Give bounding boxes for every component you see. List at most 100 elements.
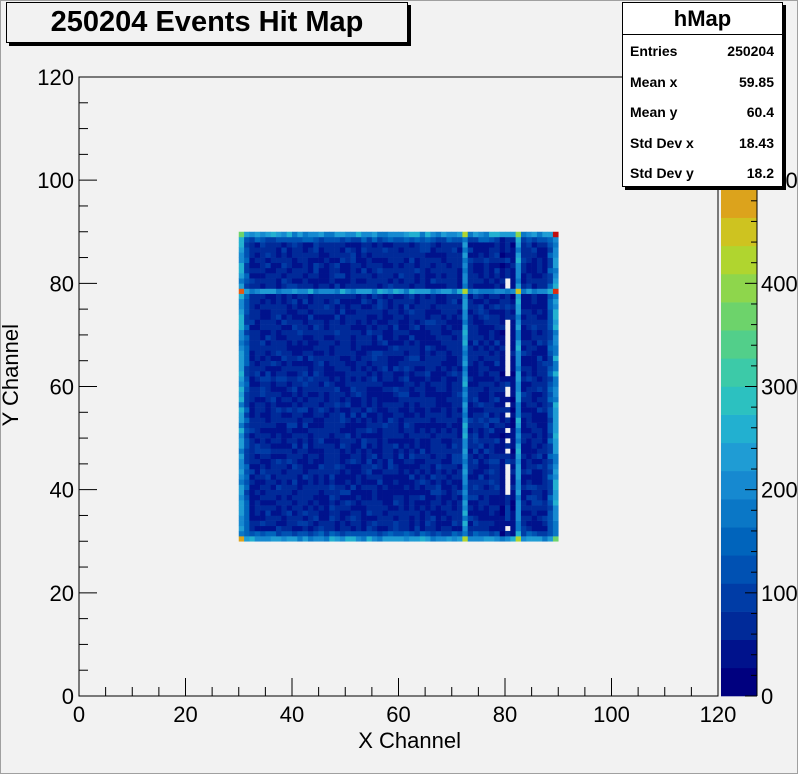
heatmap-bin <box>297 489 303 496</box>
palette-segment <box>721 189 757 218</box>
heatmap-bin <box>276 463 282 470</box>
heatmap-bin <box>409 489 415 496</box>
heatmap-bin <box>430 324 437 331</box>
heatmap-bin <box>276 510 282 516</box>
palette-segment <box>721 442 757 472</box>
heatmap-bin <box>323 334 330 341</box>
heatmap-bin <box>473 432 479 439</box>
heatmap-bin <box>254 242 261 248</box>
heatmap-bin <box>515 499 522 506</box>
heatmap-bin <box>270 236 277 243</box>
heatmap-bin <box>249 247 256 253</box>
heatmap-bin <box>371 412 378 418</box>
heatmap-bin <box>238 334 245 341</box>
heatmap-bin <box>494 273 500 279</box>
heatmap-bin <box>297 448 303 454</box>
heatmap-bin <box>505 407 511 413</box>
heatmap-bin <box>387 499 394 506</box>
heatmap-bin <box>292 247 298 253</box>
heatmap-bin <box>536 536 543 542</box>
heatmap-bin <box>515 365 522 372</box>
heatmap-bin <box>462 278 469 284</box>
heatmap-bin <box>451 257 458 263</box>
heatmap-bin <box>446 422 453 429</box>
heatmap-bin <box>393 525 399 532</box>
heatmap-bin <box>425 319 431 325</box>
heatmap-bin <box>462 479 469 485</box>
heatmap-bin <box>467 396 474 403</box>
heatmap-bin <box>451 242 458 248</box>
heatmap-bin <box>254 371 261 377</box>
heatmap-bin <box>536 484 543 490</box>
heatmap-bin <box>387 474 394 480</box>
heatmap-bin <box>318 350 325 356</box>
heatmap-bin <box>334 510 341 516</box>
heatmap-bin <box>462 376 469 382</box>
heatmap-bin <box>377 236 383 243</box>
heatmap-bin <box>292 489 298 496</box>
heatmap-bin <box>393 355 399 362</box>
heatmap-bin <box>414 443 421 449</box>
heatmap-bin <box>307 262 314 269</box>
heatmap-bin <box>329 293 335 300</box>
heatmap-bin <box>457 350 463 356</box>
heatmap-bin <box>393 499 399 506</box>
heatmap-bin <box>494 257 500 263</box>
heatmap-bin <box>414 407 421 413</box>
heatmap-bin <box>292 345 298 351</box>
heatmap-bin <box>265 432 271 439</box>
heatmap-bin <box>419 231 426 238</box>
heatmap-bin <box>393 448 399 454</box>
heatmap-bin <box>361 474 367 480</box>
heatmap-bin <box>457 303 463 310</box>
heatmap-bin <box>478 365 484 372</box>
heatmap-bin <box>329 340 335 346</box>
heatmap-bin <box>473 407 479 413</box>
heatmap-bin <box>531 432 538 439</box>
heatmap-bin <box>318 273 325 279</box>
heatmap-bin <box>393 536 399 542</box>
heatmap-bin <box>499 314 506 320</box>
heatmap-bin <box>451 247 458 253</box>
heatmap-bin <box>313 355 319 362</box>
heatmap-bin <box>520 520 527 527</box>
heatmap-bin <box>542 463 548 470</box>
heatmap-bin <box>297 355 303 362</box>
heatmap-bin <box>244 329 250 336</box>
heatmap-bin <box>355 443 362 449</box>
heatmap-bin <box>403 360 410 367</box>
heatmap-bin <box>393 510 399 516</box>
heatmap-bin <box>510 499 516 506</box>
heatmap-bin <box>526 453 532 460</box>
heatmap-bin <box>323 432 330 439</box>
heatmap-bin <box>361 499 367 506</box>
heatmap-bin <box>302 432 309 439</box>
heatmap-bin <box>526 371 532 377</box>
heatmap-bin <box>425 252 431 258</box>
heatmap-bin <box>499 236 506 243</box>
heatmap-bin <box>377 283 383 289</box>
heatmap-bin <box>483 489 490 496</box>
heatmap-bin <box>371 350 378 356</box>
heatmap-bin <box>249 484 256 490</box>
heatmap-bin <box>515 438 522 444</box>
heatmap-bin <box>531 360 538 367</box>
heatmap-bin <box>435 422 442 429</box>
heatmap-bin <box>355 319 362 325</box>
heatmap-bin <box>515 401 522 408</box>
heatmap-bin <box>462 484 469 490</box>
heatmap-bin <box>302 536 309 542</box>
heatmap-bin <box>265 273 271 279</box>
heatmap-bin <box>398 443 405 449</box>
heatmap-bin <box>435 536 442 542</box>
heatmap-bin <box>451 350 458 356</box>
stats-row-stddev-x: Std Dev x 18.43 <box>623 127 782 158</box>
heatmap-bin <box>531 479 538 485</box>
heatmap-bin <box>462 489 469 496</box>
heatmap-bin <box>430 329 437 336</box>
heatmap-bin <box>302 469 309 475</box>
heatmap-bin <box>414 505 421 511</box>
heatmap-bin <box>446 443 453 449</box>
heatmap-bin <box>515 334 522 341</box>
heatmap-bin <box>515 489 522 496</box>
